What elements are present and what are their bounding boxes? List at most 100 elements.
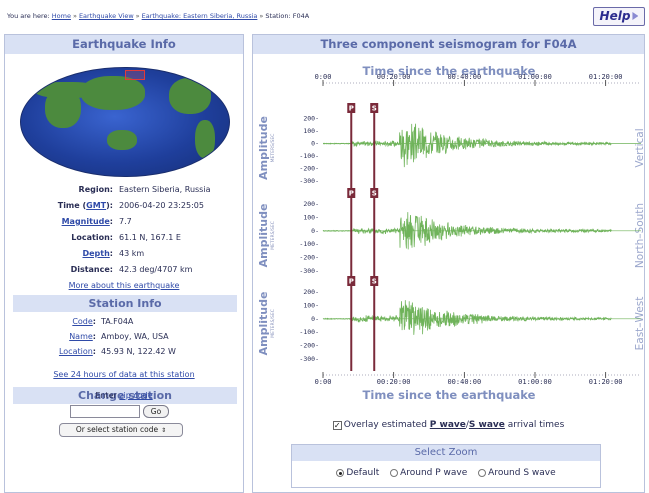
amplitude-tick-label: 100-	[303, 301, 319, 309]
breadcrumb-home-link[interactable]: Home	[51, 12, 71, 20]
amplitude-tick-label: -100-	[299, 328, 319, 336]
map-land-south-america	[195, 120, 215, 158]
zoom-option-label: Default	[346, 468, 380, 478]
name-label-wrap: Name:	[69, 332, 96, 341]
select-zoom-box: Select Zoom Default Around P wave Around…	[291, 444, 601, 488]
name-row: Name: Amboy, WA, USA	[5, 331, 243, 343]
time-row: Time (GMT): 2006-04-20 23:25:05	[5, 200, 243, 212]
station-code-select[interactable]: Or select station code ⇕	[59, 423, 183, 437]
amplitude-unit: METERS/SEC	[270, 134, 276, 163]
zoom-options: Default Around P wave Around S wave	[292, 468, 600, 480]
magnitude-label-wrap: Magnitude:	[61, 217, 113, 226]
top-axis-title: Time since the earthquake	[363, 64, 536, 78]
code-value: TA.F04A	[101, 317, 134, 326]
help-button[interactable]: Help	[593, 7, 645, 26]
overlay-pre-text: Overlay estimated	[343, 420, 427, 430]
zip-code-link[interactable]: zip code	[119, 391, 153, 400]
p-arrival-tag	[347, 188, 356, 198]
amplitude-label: Amplitude	[257, 292, 270, 356]
name-value: Amboy, WA, USA	[101, 332, 169, 341]
radio-icon	[478, 469, 487, 477]
s-arrival-tag	[370, 276, 379, 286]
zip-prefix: Enter	[95, 391, 117, 400]
earthquake-info-panel: Earthquake Info Region: Eastern Siberia,…	[4, 34, 244, 493]
distance-row: Distance: 42.3 deg/4707 km	[5, 264, 243, 276]
distance-label: Distance:	[70, 265, 113, 274]
radio-icon	[390, 469, 399, 477]
s-wave-link[interactable]: S wave	[468, 420, 505, 430]
region-label: Region:	[78, 185, 113, 194]
seismogram-trace	[322, 300, 612, 335]
24-hours-data-link[interactable]: See 24 hours of data at this station	[53, 370, 195, 379]
gmt-link[interactable]: GMT	[86, 201, 107, 210]
seismogram-trace	[322, 212, 612, 250]
amplitude-tick-label: -100-	[299, 152, 319, 160]
zip-code-prompt: Enter zip code	[4, 391, 244, 400]
s-arrival-tag	[370, 188, 379, 198]
magnitude-link[interactable]: Magnitude	[61, 217, 110, 226]
map-land-asia	[81, 76, 145, 110]
amplitude-tick-label: 0-	[311, 315, 319, 323]
seismogram-header: Three component seismogram for F04A	[253, 35, 644, 54]
world-map[interactable]	[20, 67, 230, 177]
amplitude-tick-label: -300-	[299, 267, 319, 275]
amplitude-label: Amplitude	[257, 116, 270, 180]
station-location-value: 45.93 N, 122.42 W	[101, 347, 176, 356]
time-tick-label: 00:20:00	[377, 378, 411, 386]
depth-link[interactable]: Depth	[82, 249, 110, 258]
zoom-option-default[interactable]: Default	[336, 468, 379, 478]
time-label: Time (GMT):	[57, 201, 113, 210]
more-about-earthquake-link[interactable]: More about this earthquake	[68, 281, 180, 290]
amplitude-tick-label: -200-	[299, 254, 319, 262]
plot-layer: 0:00 00:20:00 00:40:00 01:00:00 01:20:00 0:00…	[257, 73, 646, 386]
amplitude-tick-label: 0-	[311, 227, 319, 235]
amplitude-tick-label: -300-	[299, 355, 319, 363]
amplitude-tick-label: -100-	[299, 240, 319, 248]
code-label-wrap: Code:	[72, 317, 96, 326]
zoom-option-label: Around S wave	[488, 468, 556, 478]
code-link[interactable]: Code	[72, 317, 93, 326]
select-zoom-header: Select Zoom	[292, 445, 600, 461]
breadcrumb-event-link[interactable]: Earthquake: Eastern Siberia, Russia	[141, 12, 258, 20]
overlay-checkbox[interactable]: ✓	[332, 421, 342, 430]
p-arrival-tag	[347, 276, 356, 286]
amplitude-label: Amplitude	[257, 204, 270, 268]
station-location-label-wrap: Location:	[58, 347, 96, 356]
time-tick-label: 00:40:00	[447, 73, 481, 81]
amplitude-tick-label: 200-	[303, 115, 319, 123]
depth-label-wrap: Depth:	[82, 249, 113, 258]
p-arrival-tag	[347, 103, 356, 113]
s-arrival-label: S	[372, 278, 377, 286]
channel-label: North–South	[634, 203, 646, 268]
amplitude-tick-label: 100-	[303, 127, 319, 135]
depth-value: 43 km	[119, 249, 145, 258]
zoom-option-s-wave[interactable]: Around S wave	[478, 468, 556, 478]
amplitude-tick-label: 200-	[303, 288, 319, 296]
breadcrumb-prefix: You are here:	[7, 12, 50, 20]
zip-code-input[interactable]	[70, 405, 140, 418]
overlay-arrival-times[interactable]: ✓ Overlay estimated P wave/S wave arrival…	[253, 420, 644, 430]
amplitude-tick-label: 100-	[303, 213, 319, 221]
earthquake-info-header: Earthquake Info	[5, 35, 243, 54]
time-tick-label: 00:40:00	[447, 378, 481, 386]
station-info-header: Station Info	[13, 295, 237, 312]
time-tick-label: 01:20:00	[589, 73, 623, 81]
p-wave-link[interactable]: P wave	[429, 420, 466, 430]
amplitude-tick-label: -300-	[299, 177, 319, 185]
go-button[interactable]: Go	[143, 405, 169, 418]
breadcrumb-earthquake-view-link[interactable]: Earthquake View	[78, 12, 134, 20]
time-tick-label: 00:20:00	[377, 73, 411, 81]
station-location-row: Location: 45.93 N, 122.42 W	[5, 346, 243, 358]
station-location-link[interactable]: Location	[58, 347, 93, 356]
zoom-option-p-wave[interactable]: Around P wave	[390, 468, 467, 478]
magnitude-row: Magnitude: 7.7	[5, 216, 243, 228]
breadcrumb: You are here: Home» Earthquake View» Earth…	[7, 12, 310, 20]
name-link[interactable]: Name	[69, 332, 93, 341]
amplitude-unit: METERS/SEC	[270, 221, 276, 250]
time-tick-label: 01:00:00	[518, 378, 552, 386]
seismogram-chart: Time since the earthquake Time since the…	[257, 64, 646, 402]
distance-value: 42.3 deg/4707 km	[119, 265, 193, 274]
location-value: 61.1 N, 167.1 E	[119, 233, 181, 242]
seismogram-trace	[323, 123, 612, 168]
earthquake-location-marker	[125, 70, 145, 80]
